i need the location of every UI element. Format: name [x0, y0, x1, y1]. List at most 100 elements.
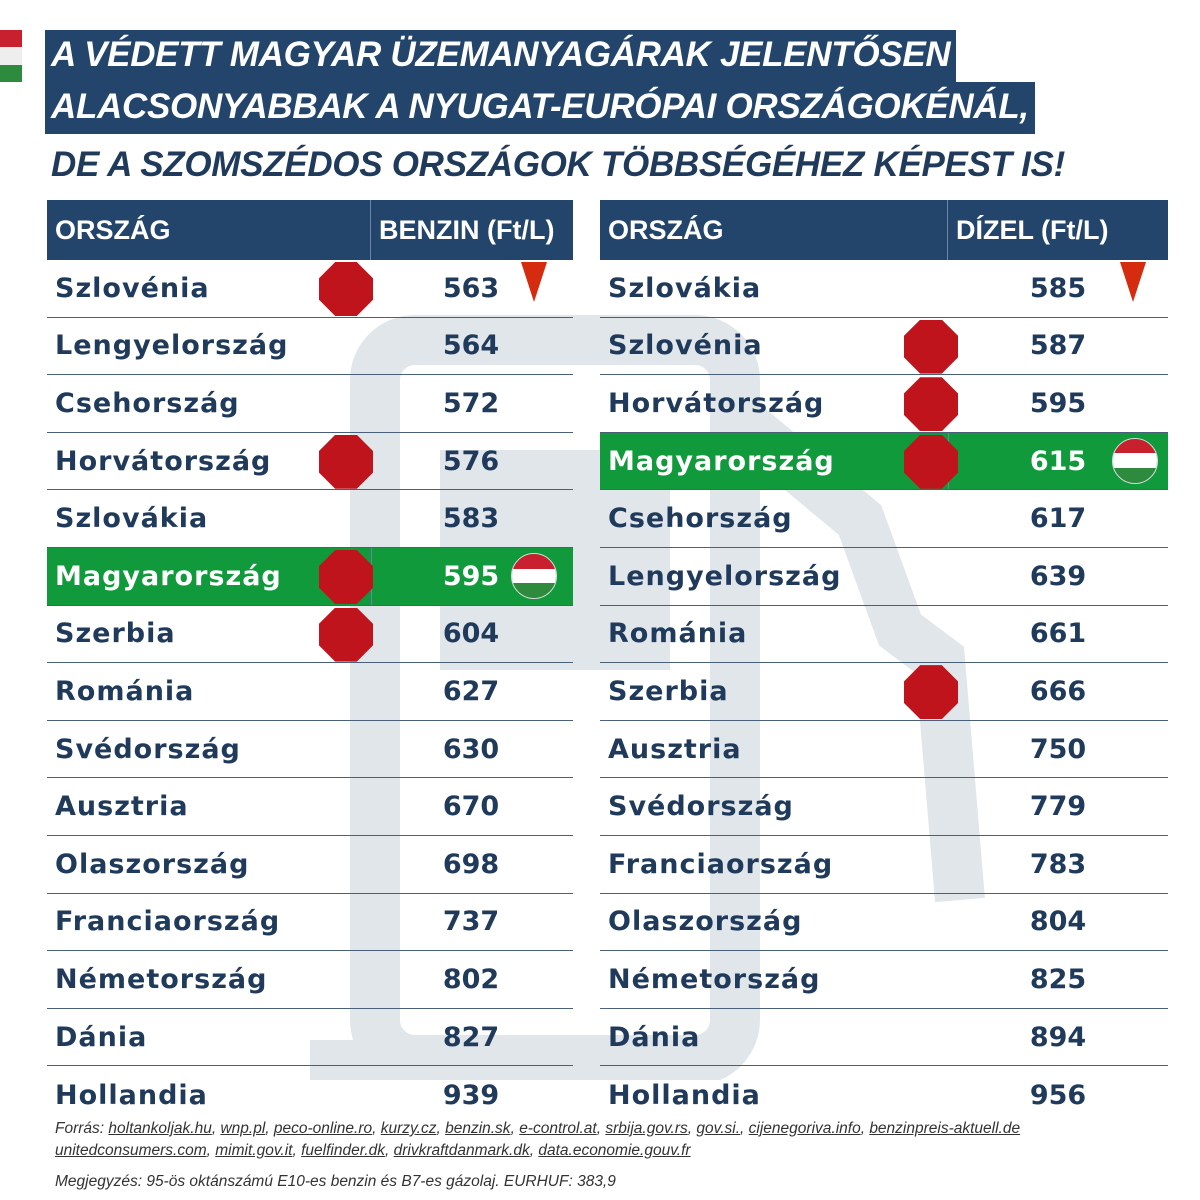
country-name: Csehország [608, 503, 793, 535]
table-row: Németország 802 [47, 951, 573, 1009]
table-row: Franciaország 737 [47, 894, 573, 952]
country-name: Dánia [608, 1021, 701, 1053]
price-value: 583 [442, 503, 500, 535]
source-link[interactable]: kurzy.cz [380, 1120, 437, 1137]
lowest-price-triangle-icon [521, 262, 547, 302]
price-value: 627 [442, 675, 500, 707]
price-value: 802 [442, 963, 500, 995]
price-value: 630 [442, 733, 500, 765]
table-row: Hollandia 939 [47, 1066, 573, 1124]
country-name: Horvátország [55, 445, 272, 477]
country-name: Szerbia [55, 618, 176, 650]
note: Megjegyzés: 95-ös oktánszámú E10-es benz… [55, 1173, 616, 1190]
table-row: Románia 661 [600, 606, 1168, 664]
country-name: Lengyelország [55, 330, 289, 362]
country-name: Lengyelország [608, 560, 842, 592]
sources-line-1: Forrás: holtankoljak.hu, wnp.pl, peco-on… [55, 1120, 1021, 1137]
price-value: 698 [442, 848, 500, 880]
price-column-header: DÍZEL (Ft/L) [956, 214, 1109, 245]
price-column-header: BENZIN (Ft/L) [379, 214, 555, 245]
price-value: 661 [1029, 618, 1087, 650]
dizel-table: ORSZÁG DÍZEL (Ft/L) Szlovákia 585 Szlovéni… [600, 200, 1168, 1124]
price-value: 750 [1029, 733, 1087, 765]
source-link[interactable]: benzinpreis-aktuell.de [869, 1120, 1021, 1137]
table-row: Svédország 630 [47, 721, 573, 779]
source-link[interactable]: data.economie.gouv.fr [538, 1142, 691, 1159]
country-name: Románia [55, 675, 195, 707]
price-value: 779 [1029, 791, 1087, 823]
table-row: Lengyelország 639 [600, 548, 1168, 606]
table-row: Csehország 572 [47, 375, 573, 433]
table-row: Szerbia 666 [600, 663, 1168, 721]
price-value: 564 [442, 330, 500, 362]
table-row: Ausztria 670 [47, 778, 573, 836]
benzin-table: ORSZÁG BENZIN (Ft/L) Szlovénia 563 Lengyel… [47, 200, 573, 1124]
table-row: Szlovákia 583 [47, 490, 573, 548]
price-value: 595 [442, 560, 500, 592]
table-row: Dánia 827 [47, 1009, 573, 1067]
table-row: Szlovénia 587 [600, 318, 1168, 376]
country-name: Németország [608, 963, 821, 995]
country-name: Franciaország [608, 848, 834, 880]
price-value: 572 [442, 387, 500, 419]
country-name: Románia [608, 618, 748, 650]
price-cap-stop-icon [904, 377, 958, 432]
country-name: Szlovénia [608, 330, 763, 362]
table-row: Horvátország 576 [47, 433, 573, 491]
price-value: 804 [1029, 906, 1087, 938]
table-row: Franciaország 783 [600, 836, 1168, 894]
country-name: Szlovákia [55, 503, 209, 535]
title-line-3: DE A SZOMSZÉDOS ORSZÁGOK TÖBBSÉGÉHEZ KÉP… [51, 145, 1065, 184]
table-row: Magyarország 595 [47, 547, 573, 606]
sources-line-2: unitedconsumers.com, mimit.gov.it, fuelf… [55, 1142, 691, 1159]
table-row: Lengyelország 564 [47, 318, 573, 376]
source-link[interactable]: gov.si. [696, 1120, 741, 1137]
price-value: 617 [1029, 503, 1087, 535]
table-row: Svédország 779 [600, 778, 1168, 836]
country-name: Németország [55, 963, 268, 995]
price-value: 827 [442, 1021, 500, 1053]
benzin-table-header: ORSZÁG BENZIN (Ft/L) [47, 200, 573, 260]
source-link[interactable]: benzin.sk [445, 1120, 511, 1137]
country-name: Franciaország [55, 906, 281, 938]
source-link[interactable]: peco-online.ro [273, 1120, 373, 1137]
price-value: 956 [1029, 1079, 1087, 1111]
country-name: Horvátország [608, 387, 825, 419]
price-cap-stop-icon [904, 319, 958, 374]
country-name: Hollandia [608, 1079, 761, 1111]
price-cap-stop-icon [319, 549, 373, 604]
hungarian-flag-icon [0, 30, 22, 82]
price-value: 894 [1029, 1021, 1087, 1053]
price-cap-stop-icon [319, 262, 373, 316]
country-name: Magyarország [55, 560, 282, 592]
source-link[interactable]: mimit.gov.it [215, 1142, 293, 1159]
dizel-rows: Szlovákia 585 Szlovénia 587 Horvátország 595 M… [600, 260, 1168, 1124]
benzin-rows: Szlovénia 563 Lengyelország 564 Csehország 57… [47, 260, 573, 1124]
price-value: 825 [1029, 963, 1087, 995]
hungarian-flag-icon [511, 552, 557, 599]
price-cap-stop-icon [319, 434, 373, 489]
price-value: 563 [442, 272, 500, 304]
price-value: 737 [442, 906, 500, 938]
table-row: Szlovákia 585 [600, 260, 1168, 318]
table-row: Románia 627 [47, 663, 573, 721]
country-column-header: ORSZÁG [47, 200, 371, 260]
source-link[interactable]: e-control.at [519, 1120, 597, 1137]
source-link[interactable]: cijenegoriva.info [748, 1120, 861, 1137]
source-link[interactable]: wnp.pl [220, 1120, 266, 1137]
source-link[interactable]: unitedconsumers.com [55, 1142, 207, 1159]
price-value: 576 [442, 445, 500, 477]
table-row: Hollandia 956 [600, 1066, 1168, 1124]
table-row: Olaszország 698 [47, 836, 573, 894]
source-link[interactable]: holtankoljak.hu [108, 1120, 212, 1137]
source-link[interactable]: fuelfinder.dk [301, 1142, 385, 1159]
country-name: Szerbia [608, 675, 729, 707]
price-value: 783 [1029, 848, 1087, 880]
source-link[interactable]: drivkraftdanmark.dk [393, 1142, 530, 1159]
country-name: Szlovénia [55, 272, 210, 304]
country-name: Olaszország [608, 906, 803, 938]
price-value: 639 [1029, 560, 1087, 592]
table-row: Horvátország 595 [600, 375, 1168, 433]
price-value: 604 [442, 618, 500, 650]
source-link[interactable]: srbija.gov.rs [605, 1120, 688, 1137]
